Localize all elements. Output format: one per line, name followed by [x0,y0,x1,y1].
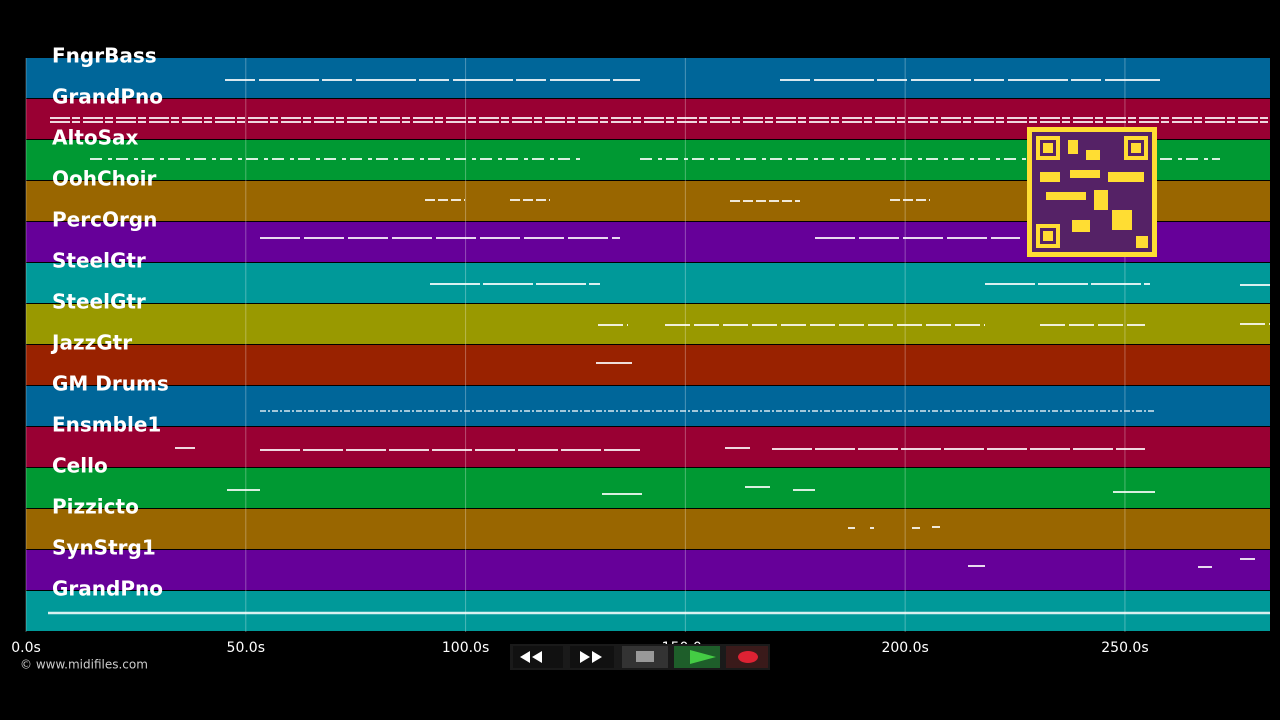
qr-cell [1086,150,1100,160]
track-band [26,550,1270,590]
rewind-button[interactable] [513,646,563,668]
track-name: SteelGtr [52,249,146,273]
track-name: GrandPno [52,577,163,601]
note-trace [425,199,930,202]
track-name: Ensmble1 [52,413,161,437]
qr-cell [1070,170,1100,178]
x-tick-label: 100.0s [442,640,489,656]
fast-forward-button[interactable] [570,646,614,668]
track-name: OohChoir [52,167,156,191]
track-band [26,345,1270,385]
track-name: SynStrg1 [52,536,156,560]
grid [25,58,1126,632]
qr-cell [1043,143,1053,153]
forward-icon [580,651,602,663]
track-labels: FngrBass GrandPno AltoSax OohChoir PercOrgn S… [50,44,169,601]
record-icon [738,651,758,663]
note-trace [848,526,940,529]
qr-cell [1131,143,1141,153]
qr-cell [1136,236,1148,248]
track-name: AltoSax [52,126,139,150]
x-tick-label: 200.0s [881,640,928,656]
note-trace [50,117,1270,123]
x-tick-label: 0.0s [11,640,41,656]
track-band [26,591,1270,631]
qr-code [1027,127,1157,257]
rewind-icon [520,651,542,663]
stop-icon [636,651,654,662]
track-name: PercOrgn [52,208,157,232]
qr-cell [1043,231,1053,241]
x-tick-label: 50.0s [227,640,265,656]
track-band [26,58,1270,98]
play-button[interactable] [674,646,720,668]
qr-cell [1068,140,1078,154]
note-trace [227,486,1155,495]
note-trace [598,323,1270,326]
qr-cell [1094,190,1108,210]
track-band [26,509,1270,549]
track-band [26,468,1270,508]
record-button[interactable] [726,646,768,668]
track-name: Cello [52,454,108,478]
note-trace [968,558,1255,568]
qr-cell [1112,210,1132,230]
track-name: SteelGtr [52,290,146,314]
track-band [26,386,1270,426]
track-name: GM Drums [52,372,169,396]
track-band [26,427,1270,467]
qr-center [1043,143,1141,241]
transport-controls [510,644,770,670]
qr-cell [1072,220,1090,232]
stop-button[interactable] [622,646,668,668]
play-icon [690,650,716,664]
track-name: GrandPno [52,85,163,109]
note-trace [430,283,1270,286]
note-trace [175,447,1145,451]
track-name: FngrBass [52,44,157,68]
footer: © www.midifiles.com [20,658,148,672]
track-name: Pizzicto [52,495,139,519]
qr-cell [1040,172,1060,182]
track-name: JazzGtr [50,331,132,355]
qr-cell [1108,172,1144,182]
qr-cell [1046,192,1086,200]
x-tick-label: 250.0s [1101,640,1148,656]
notes [48,79,1270,615]
